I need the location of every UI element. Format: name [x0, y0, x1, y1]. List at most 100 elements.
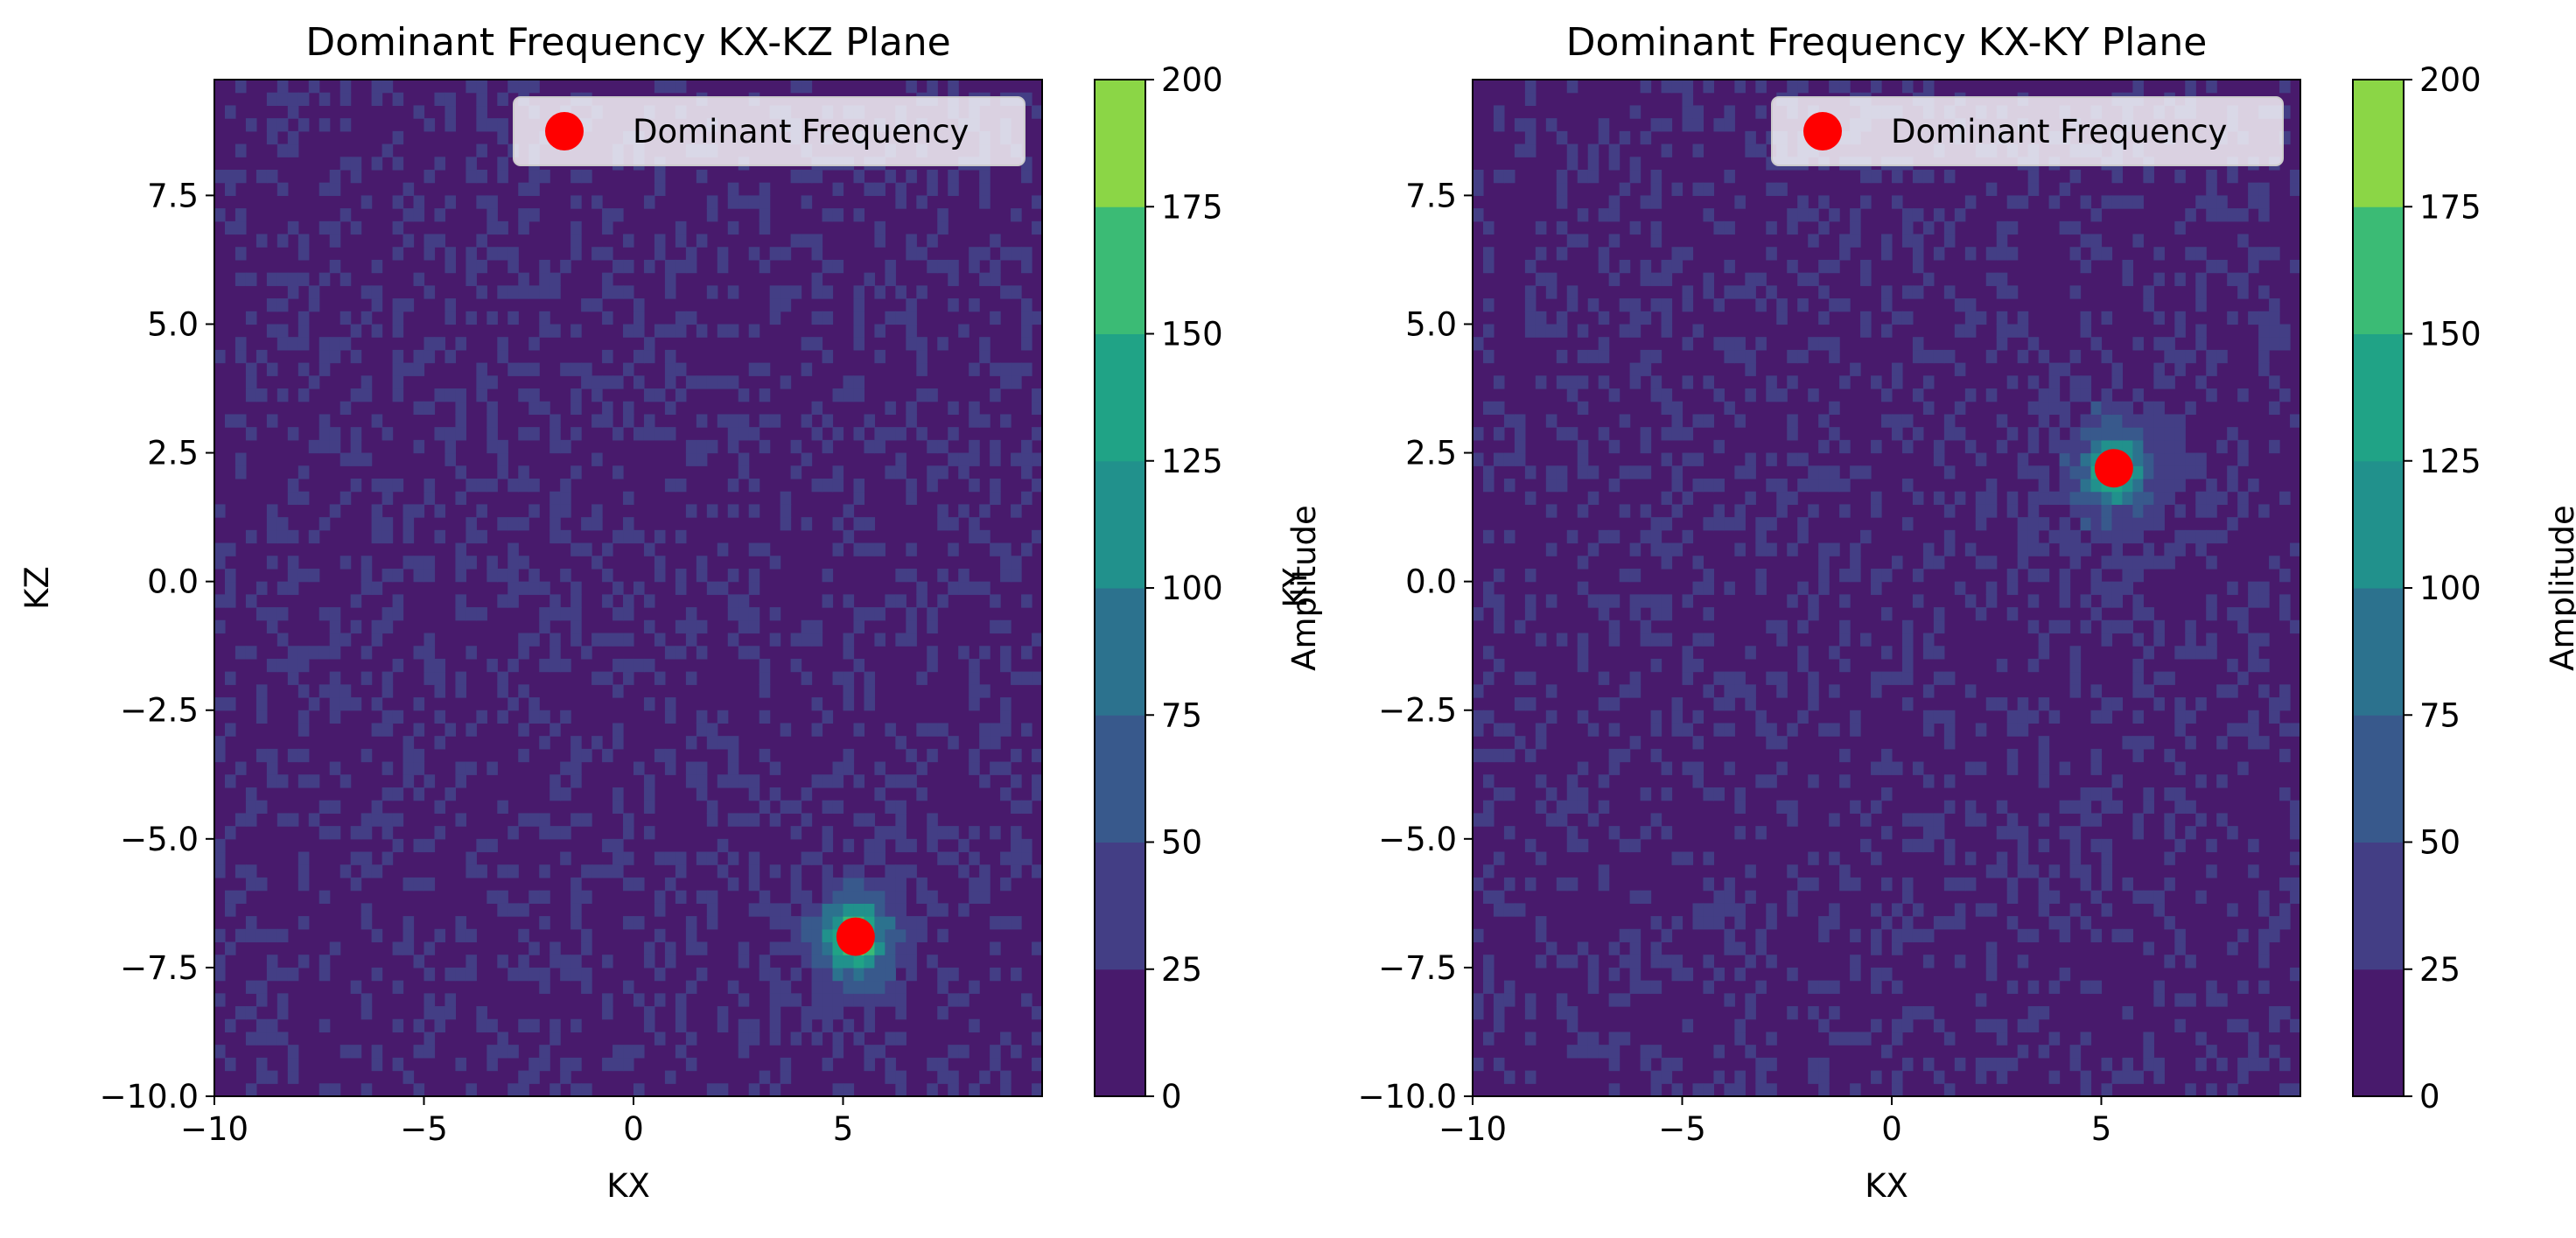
amplitude-cell [424, 285, 436, 299]
amplitude-cell [560, 362, 571, 376]
amplitude-cell [508, 285, 519, 299]
amplitude-cell [885, 259, 896, 274]
amplitude-cell [2101, 414, 2113, 428]
amplitude-cell [602, 311, 613, 325]
amplitude-cell [2132, 890, 2144, 904]
amplitude-cell [266, 607, 278, 621]
amplitude-cell [602, 349, 613, 364]
amplitude-cell [717, 1006, 729, 1020]
amplitude-cell [1734, 1070, 1746, 1084]
amplitude-cell [927, 955, 938, 969]
amplitude-cell [1650, 980, 1662, 994]
amplitude-cell [497, 337, 508, 351]
amplitude-cell [1032, 671, 1043, 685]
amplitude-cell [801, 916, 813, 930]
amplitude-cell [895, 838, 906, 853]
amplitude-cell [685, 980, 697, 994]
amplitude-cell [602, 208, 613, 222]
amplitude-cell [895, 928, 906, 943]
amplitude-cell [413, 761, 425, 775]
amplitude-cell [1577, 208, 1589, 222]
amplitude-cell [2080, 1032, 2092, 1046]
amplitude-cell [1954, 401, 1966, 416]
amplitude-cell [602, 272, 613, 286]
amplitude-cell [727, 633, 739, 647]
amplitude-cell [214, 504, 226, 518]
amplitude-cell [1000, 568, 1012, 583]
amplitude-cell [581, 941, 592, 955]
amplitude-cell [214, 1045, 226, 1059]
amplitude-cell [382, 529, 394, 544]
amplitude-cell [1766, 220, 1777, 235]
colorbar-tick-label: 125 [1161, 443, 1223, 480]
amplitude-cell [832, 465, 844, 479]
amplitude-cell [1473, 1006, 1484, 1020]
amplitude-cell [727, 748, 739, 763]
amplitude-cell [1829, 349, 1840, 364]
amplitude-cell [466, 80, 477, 94]
amplitude-cell [1587, 143, 1600, 157]
amplitude-cell [234, 761, 247, 775]
amplitude-cell [329, 337, 341, 351]
amplitude-cell [1891, 414, 1903, 428]
amplitude-cell [1032, 1006, 1043, 1020]
amplitude-cell [2153, 478, 2165, 493]
amplitude-cell [1703, 568, 1715, 583]
amplitude-cell [581, 813, 592, 827]
amplitude-cell [2048, 401, 2061, 416]
amplitude-cell [612, 723, 624, 737]
amplitude-cell [1829, 337, 1840, 351]
amplitude-cell [1556, 247, 1568, 261]
amplitude-cell [1493, 594, 1505, 608]
amplitude-cell [550, 955, 561, 969]
amplitude-cell [2258, 736, 2270, 750]
amplitude-cell [276, 1006, 289, 1020]
amplitude-cell [2206, 556, 2217, 570]
amplitude-cell [2153, 452, 2165, 466]
amplitude-cell [444, 259, 457, 274]
amplitude-cell [1891, 375, 1903, 389]
colorbar-tick-label: 100 [2419, 570, 2482, 607]
amplitude-cell [1556, 800, 1568, 815]
amplitude-cell [1482, 298, 1494, 312]
amplitude-cell [2174, 941, 2186, 955]
amplitude-cell [276, 658, 289, 673]
amplitude-cell [256, 234, 268, 248]
amplitude-cell [434, 1006, 446, 1020]
amplitude-cell [1912, 349, 1924, 364]
amplitude-cell [1954, 903, 1966, 917]
amplitude-cell [360, 813, 373, 827]
amplitude-cell [1860, 169, 1872, 184]
amplitude-cell [1766, 723, 1777, 737]
amplitude-cell [1661, 491, 1673, 505]
amplitude-cell [2122, 619, 2133, 634]
amplitude-cell [2027, 928, 2040, 943]
amplitude-cell [2185, 736, 2196, 750]
amplitude-cell [2101, 594, 2113, 608]
amplitude-cell [2143, 684, 2154, 698]
amplitude-cell [2153, 980, 2165, 994]
amplitude-cell [727, 774, 739, 788]
amplitude-cell [1503, 748, 1516, 763]
amplitude-cell [1556, 993, 1568, 1007]
amplitude-cell [444, 439, 457, 454]
amplitude-cell [2269, 439, 2280, 454]
amplitude-cell [2027, 182, 2040, 196]
amplitude-cell [318, 826, 331, 840]
amplitude-cell [1975, 723, 1987, 737]
amplitude-cell [612, 259, 624, 274]
amplitude-cell [843, 671, 855, 685]
amplitude-cell [623, 980, 634, 994]
amplitude-cell [444, 1006, 457, 1020]
amplitude-cell [1985, 504, 1998, 518]
amplitude-cell [2164, 427, 2175, 441]
amplitude-cell [2080, 478, 2092, 493]
amplitude-cell [539, 1045, 550, 1059]
amplitude-cell [1891, 1070, 1903, 1084]
amplitude-cell [832, 980, 844, 994]
amplitude-cell [2164, 491, 2175, 505]
amplitude-cell [2090, 787, 2103, 801]
amplitude-cell [2143, 736, 2154, 750]
colorbar-band [2353, 715, 2404, 843]
amplitude-cell [979, 864, 990, 878]
